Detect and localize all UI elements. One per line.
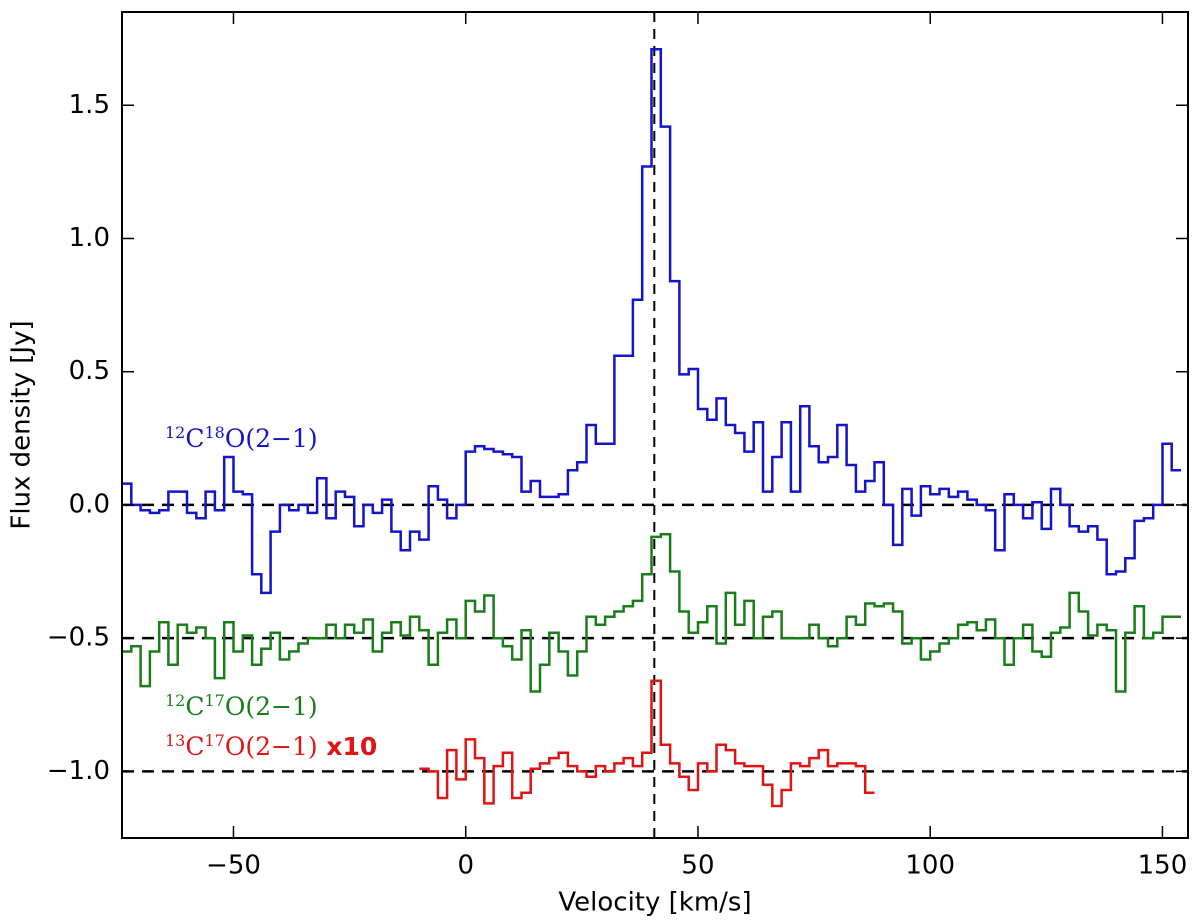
series-label-part: O(2−1) — [225, 692, 318, 721]
series-label-part: 12 — [165, 423, 185, 442]
series-label-part: C — [185, 732, 204, 761]
y-tick-label: −1.0 — [47, 756, 110, 786]
series-label-part: O(2−1) — [225, 424, 318, 453]
x-tick-label: 50 — [681, 851, 714, 881]
y-tick-label: 1.5 — [69, 90, 110, 120]
spectrum-line — [419, 679, 875, 808]
x-axis-title: Velocity [km/s] — [558, 888, 751, 918]
series-label-part: 17 — [205, 691, 225, 710]
series-label-part: 12 — [165, 691, 185, 710]
spectrum-line — [122, 48, 1181, 595]
series-label-part: C — [185, 424, 204, 453]
series-label-part: 18 — [205, 423, 225, 442]
y-tick-label: −0.5 — [47, 623, 110, 653]
series-label: 12C18O(2−1) — [165, 423, 318, 452]
series-label-part: C — [185, 692, 204, 721]
y-tick-label: 1.0 — [69, 223, 110, 253]
series-label-part: x10 — [318, 732, 378, 761]
x-tick-label: 100 — [905, 851, 955, 881]
y-axis-title: Flux density [Jy] — [7, 320, 37, 529]
y-tick-label: 0.5 — [69, 356, 110, 386]
plot-frame — [121, 11, 1189, 839]
series-label-part: O(2−1) — [225, 732, 318, 761]
spectrum-line — [122, 532, 1181, 693]
series-label: 12C17O(2−1) — [165, 691, 318, 720]
x-tick-label: 150 — [1138, 851, 1188, 881]
x-tick-label: 0 — [457, 851, 474, 881]
series-label: 13C17O(2−1) x10 — [165, 731, 377, 761]
series-label-part: 17 — [205, 731, 225, 750]
y-tick-label: 0.0 — [69, 489, 110, 519]
plot-area — [122, 12, 1188, 838]
series-label-part: 13 — [165, 731, 185, 750]
x-tick-label: −50 — [206, 851, 261, 881]
